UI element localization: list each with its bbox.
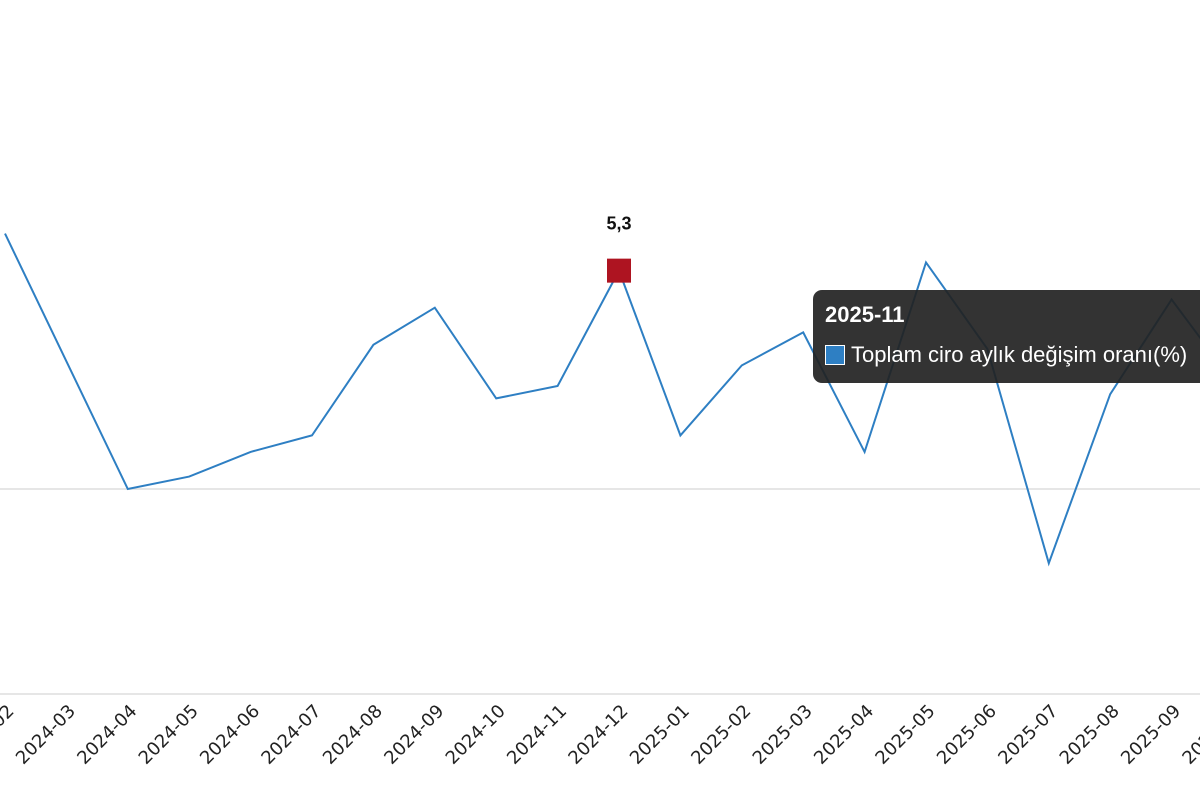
x-tick-label: 2025-05 (871, 701, 939, 769)
x-tick-label: 2025-02 (687, 701, 755, 769)
x-tick-label: 2024-12 (564, 701, 632, 769)
x-tick-label: 2024-09 (380, 701, 448, 769)
tooltip-series-label: Toplam ciro aylık değişim oranı(%) (851, 342, 1188, 367)
x-tick-label: 2025-09 (1117, 701, 1185, 769)
highlight-marker-group: 5,3 (606, 214, 632, 283)
x-tick-label: 2025-03 (749, 701, 817, 769)
series-color-swatch-icon (825, 345, 845, 365)
x-tick-label: 2024-04 (73, 701, 141, 769)
x-tick-label: 2025-10 (1178, 701, 1200, 769)
x-tick-label: 2025-07 (994, 701, 1062, 769)
tooltip-title: 2025-11 (825, 302, 905, 327)
x-tick-label: 2024-10 (442, 701, 510, 769)
x-tick-label: 2024-11 (503, 701, 571, 769)
tooltip: 2025-11 Toplam ciro aylık değişim oranı(… (813, 290, 1200, 383)
x-tick-label: 2024-08 (319, 701, 387, 769)
data-label: 5,3 (606, 214, 631, 234)
series-line-group (4, 233, 1200, 567)
x-tick-label: 2025-01 (626, 701, 694, 769)
highlight-point-marker[interactable] (607, 258, 631, 283)
x-axis-tick-labels: 2024-022024-032024-042024-052024-062024-… (0, 701, 1200, 769)
x-tick-label: 2025-04 (810, 701, 878, 769)
x-tick-label: 2024-05 (135, 701, 203, 769)
series-line-0 (4, 233, 1200, 567)
x-tick-label: 2024-03 (12, 701, 80, 769)
x-tick-label: 2024-06 (196, 701, 264, 769)
x-tick-label: 2024-07 (257, 701, 325, 769)
tooltip-series-row: Toplam ciro aylık değişim oranı(%) (825, 342, 1200, 368)
x-tick-label: 2025-08 (1056, 701, 1124, 769)
gridlines (0, 488, 1200, 695)
x-tick-label: 2025-06 (933, 701, 1001, 769)
